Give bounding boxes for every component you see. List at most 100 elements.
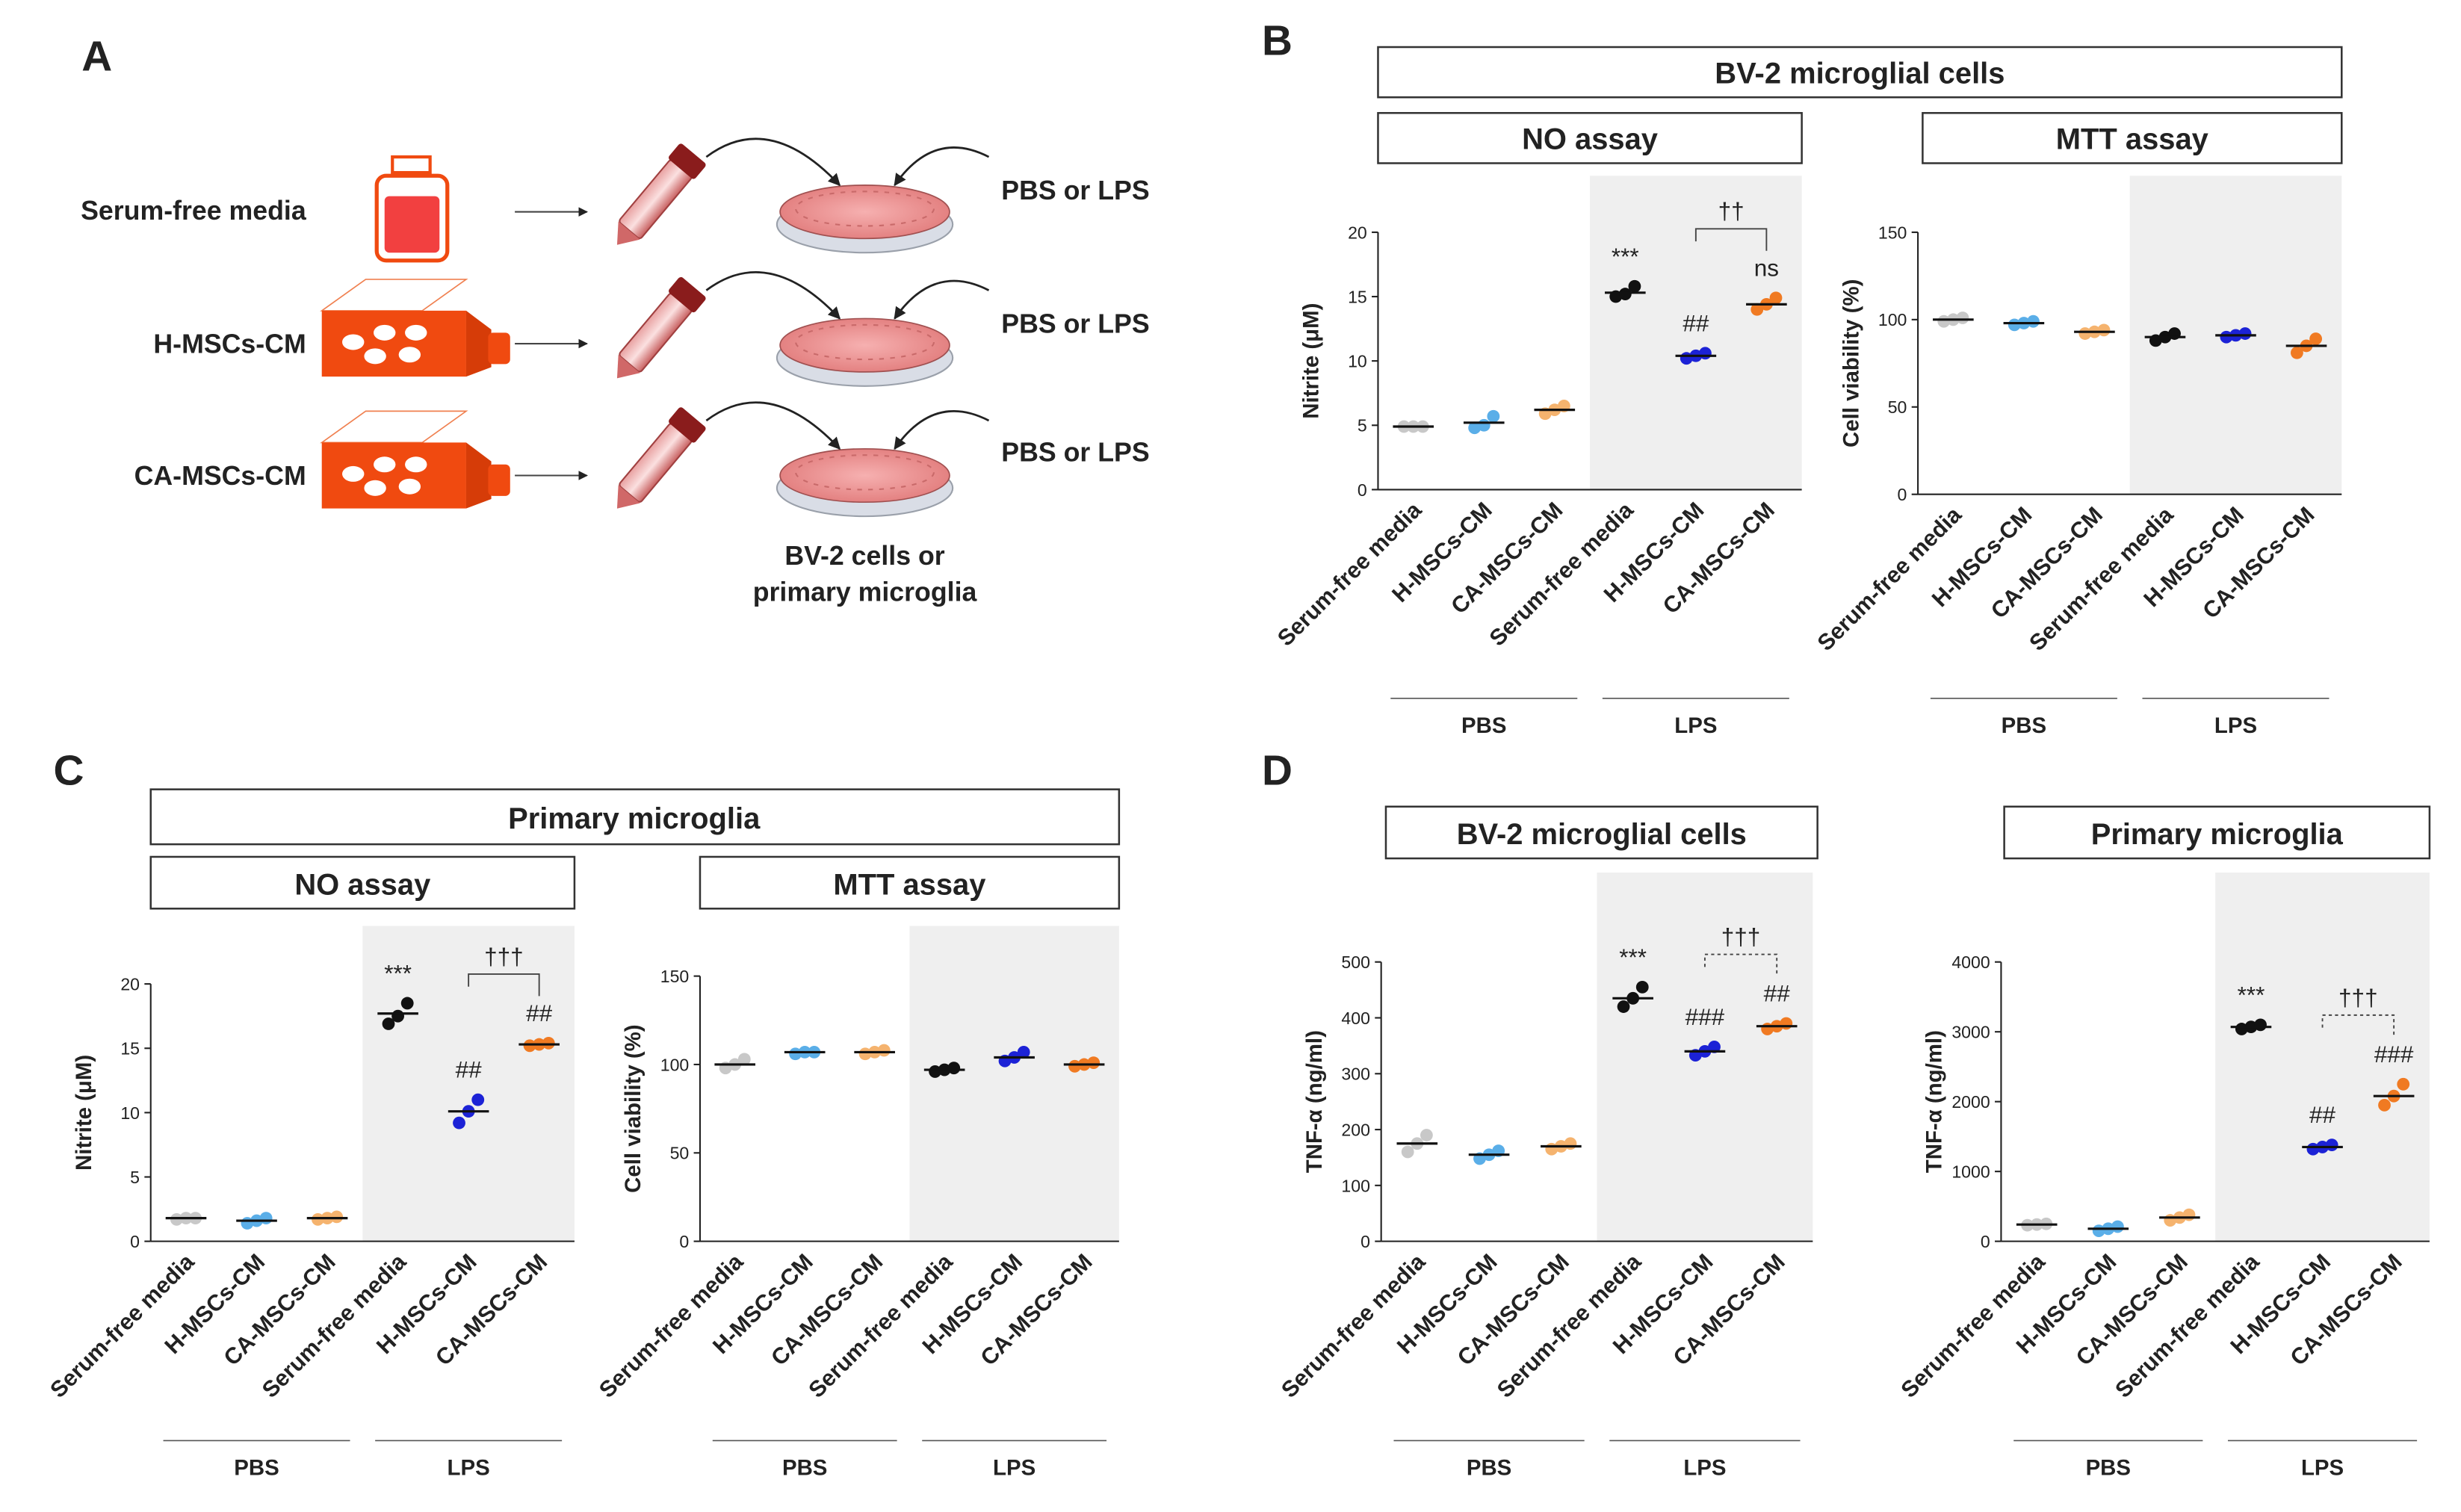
data-point: [1468, 421, 1482, 435]
y-tick-label: 10: [1348, 352, 1367, 371]
data-point: [2220, 330, 2233, 344]
header: BV-2 microglial cells: [1715, 57, 2005, 90]
bracket-label: ††: [1718, 198, 1745, 225]
group-label: PBS: [234, 1456, 279, 1481]
arrows: [515, 207, 588, 480]
chart-title: MTT assay: [833, 868, 985, 901]
y-tick-label: 3000: [1951, 1023, 1990, 1042]
y-tick-label: 400: [1341, 1008, 1370, 1028]
annotation: ***: [384, 960, 412, 987]
tube: [603, 275, 708, 391]
data-point: [1618, 288, 1632, 300]
data-point: [542, 1036, 555, 1050]
data-point: [2097, 323, 2111, 337]
bracket-label: †††: [2338, 984, 2378, 1011]
annotation: ***: [1612, 243, 1639, 270]
group-label: LPS: [2214, 713, 2257, 738]
y-tick-label: 4000: [1951, 952, 1990, 972]
data-point: [1937, 315, 1951, 328]
header-box: [1377, 46, 2343, 99]
dish: [776, 317, 954, 387]
annotation: ns: [1754, 254, 1779, 281]
data-point: [2309, 332, 2323, 345]
bracket-label: †††: [1721, 923, 1761, 950]
row-label: H-MSCs-CM: [153, 329, 306, 359]
data-point: [1420, 1129, 1433, 1141]
y-tick-label: 2000: [1951, 1092, 1990, 1112]
bracket: [1694, 228, 1768, 251]
dish: [776, 447, 954, 518]
y-tick-label: 15: [120, 1039, 140, 1059]
y-tick-label: 100: [1878, 310, 1907, 329]
y-tick-label: 0: [1360, 1232, 1370, 1251]
treatment: PBS or LPS: [1001, 309, 1149, 338]
data-point: [2008, 318, 2021, 332]
data-point: [259, 1212, 273, 1225]
group-label: PBS: [782, 1456, 827, 1481]
group-label: PBS: [2002, 713, 2046, 738]
y-tick-label: 50: [670, 1144, 690, 1163]
data-point: [2325, 1138, 2338, 1152]
title-box: [1384, 805, 1818, 860]
bracket-label: †††: [484, 943, 524, 970]
group-label: PBS: [2086, 1456, 2131, 1481]
data-point: [2182, 1208, 2196, 1221]
data-point: [929, 1065, 941, 1078]
y-tick-label: 5: [130, 1168, 140, 1187]
header: Primary microglia: [508, 802, 761, 835]
data-point: [1087, 1056, 1101, 1069]
annotation: ##: [526, 1000, 553, 1026]
data-point: [1477, 418, 1490, 432]
data-point: [2378, 1098, 2391, 1112]
annotation: ***: [1619, 944, 1647, 970]
tube: [603, 141, 708, 257]
annotation: ##: [456, 1056, 483, 1083]
data-point: [1617, 1000, 1630, 1013]
chart-title: NO assay: [294, 868, 430, 901]
bracket: [2321, 1014, 2395, 1038]
header-box: [149, 788, 1121, 846]
row-label: CA-MSCs-CM: [134, 461, 306, 491]
y-tick-label: 150: [660, 967, 690, 986]
group-label: LPS: [993, 1456, 1036, 1481]
flask: [321, 410, 511, 509]
y-axis-label: Cell viability (%): [1839, 279, 1863, 447]
title-box: [699, 855, 1121, 910]
annotation: ***: [2238, 981, 2265, 1008]
group-label: PBS: [1461, 713, 1506, 738]
cells: BV-2 cells or: [784, 541, 944, 571]
dish: [776, 184, 954, 254]
y-tick-label: 0: [679, 1232, 689, 1251]
annotation: ##: [1683, 309, 1709, 336]
data-point: [858, 1047, 872, 1061]
y-tick-label: 200: [1341, 1120, 1370, 1139]
y-tick-label: 10: [120, 1103, 140, 1123]
data-point: [523, 1039, 536, 1053]
chart-title: BV-2 microglial cells: [1457, 818, 1747, 851]
group-label: LPS: [448, 1456, 490, 1481]
data-point: [2397, 1077, 2410, 1091]
data-point: [453, 1116, 465, 1130]
data-point: [1017, 1045, 1030, 1059]
title-box: [149, 855, 576, 910]
y-tick-label: 1000: [1951, 1162, 1990, 1182]
data-point: [947, 1062, 961, 1075]
y-tick-label: 20: [120, 975, 140, 994]
data-point: [382, 1017, 395, 1030]
chart-title: Primary microglia: [2091, 818, 2344, 851]
annotation: ###: [1685, 1003, 1725, 1030]
data-point: [2111, 1220, 2124, 1233]
bracket: [1703, 953, 1778, 976]
annotation: ###: [2374, 1041, 2414, 1068]
treatment: PBS or LPS: [1001, 176, 1149, 205]
title-box: [2003, 805, 2431, 860]
data-point: [1487, 409, 1500, 423]
cells: primary microglia: [753, 577, 978, 607]
data-point: [2078, 327, 2092, 340]
data-point: [1956, 312, 1969, 324]
y-tick-label: 50: [1888, 397, 1907, 417]
y-tick-label: 15: [1348, 287, 1367, 306]
y-tick-label: 20: [1348, 223, 1367, 242]
